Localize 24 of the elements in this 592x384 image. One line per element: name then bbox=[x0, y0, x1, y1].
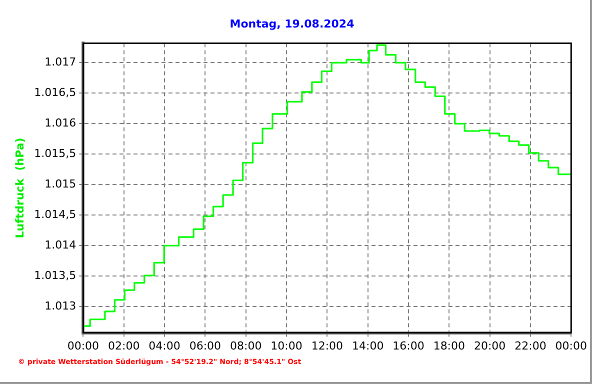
x-tick-label: 22:00 bbox=[514, 339, 546, 352]
x-tick-label: 02:00 bbox=[108, 339, 140, 352]
y-tick-label: 1.014 bbox=[44, 238, 76, 252]
x-tick-label: 12:00 bbox=[311, 339, 344, 352]
y-tick-label: 1.016 bbox=[44, 116, 76, 130]
y-tick-label: 1.015 bbox=[44, 178, 76, 191]
x-tick-label: 10:00 bbox=[270, 339, 302, 352]
x-tick-label: 18:00 bbox=[433, 339, 466, 352]
y-axis-title: Luftdruck (hPa) bbox=[13, 138, 26, 238]
y-tick-label: 1.014,5 bbox=[34, 208, 76, 221]
y-tick-label: 1.013,5 bbox=[34, 268, 76, 282]
chart-title: Montag, 19.08.2024 bbox=[230, 17, 355, 30]
x-tick-label: 14:00 bbox=[352, 339, 384, 352]
x-tick-label: 00:00 bbox=[555, 339, 587, 352]
x-tick-label: 08:00 bbox=[230, 339, 262, 352]
x-tick-label: 20:00 bbox=[474, 339, 506, 352]
x-tick-label: 04:00 bbox=[148, 339, 180, 352]
y-tick-label: 1.016,5 bbox=[34, 86, 76, 100]
y-tick-label: 1.017 bbox=[44, 56, 76, 69]
y-tick-label: 1.013 bbox=[44, 299, 76, 312]
y-tick-label: 1.015,5 bbox=[34, 147, 76, 160]
x-tick-label: 06:00 bbox=[189, 339, 222, 352]
x-tick-label: 00:00 bbox=[67, 339, 100, 352]
x-tick-label: 16:00 bbox=[392, 339, 424, 352]
